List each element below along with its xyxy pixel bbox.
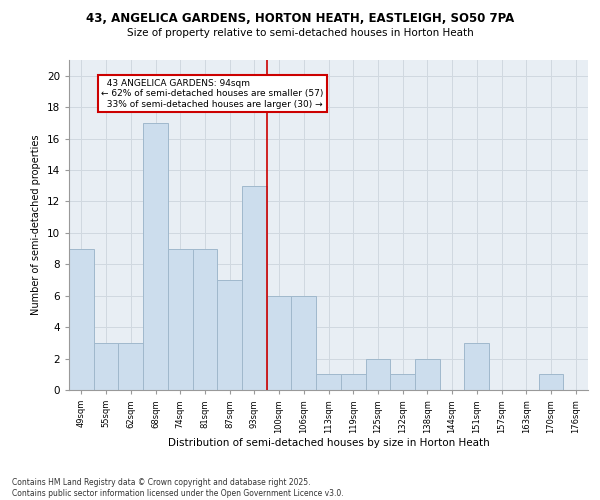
- Bar: [217, 280, 242, 390]
- Bar: [316, 374, 341, 390]
- Text: 43 ANGELICA GARDENS: 94sqm
← 62% of semi-detached houses are smaller (57)
  33% : 43 ANGELICA GARDENS: 94sqm ← 62% of semi…: [101, 79, 323, 108]
- Text: Size of property relative to semi-detached houses in Horton Heath: Size of property relative to semi-detach…: [127, 28, 473, 38]
- X-axis label: Distribution of semi-detached houses by size in Horton Heath: Distribution of semi-detached houses by …: [167, 438, 490, 448]
- Bar: [365, 358, 390, 390]
- Bar: [539, 374, 563, 390]
- Bar: [118, 343, 143, 390]
- Bar: [390, 374, 415, 390]
- Bar: [143, 123, 168, 390]
- Text: Contains HM Land Registry data © Crown copyright and database right 2025.
Contai: Contains HM Land Registry data © Crown c…: [12, 478, 344, 498]
- Text: 43, ANGELICA GARDENS, HORTON HEATH, EASTLEIGH, SO50 7PA: 43, ANGELICA GARDENS, HORTON HEATH, EAST…: [86, 12, 514, 26]
- Bar: [242, 186, 267, 390]
- Bar: [193, 248, 217, 390]
- Bar: [415, 358, 440, 390]
- Bar: [267, 296, 292, 390]
- Bar: [464, 343, 489, 390]
- Bar: [341, 374, 365, 390]
- Bar: [168, 248, 193, 390]
- Bar: [292, 296, 316, 390]
- Bar: [94, 343, 118, 390]
- Y-axis label: Number of semi-detached properties: Number of semi-detached properties: [31, 134, 41, 316]
- Bar: [69, 248, 94, 390]
